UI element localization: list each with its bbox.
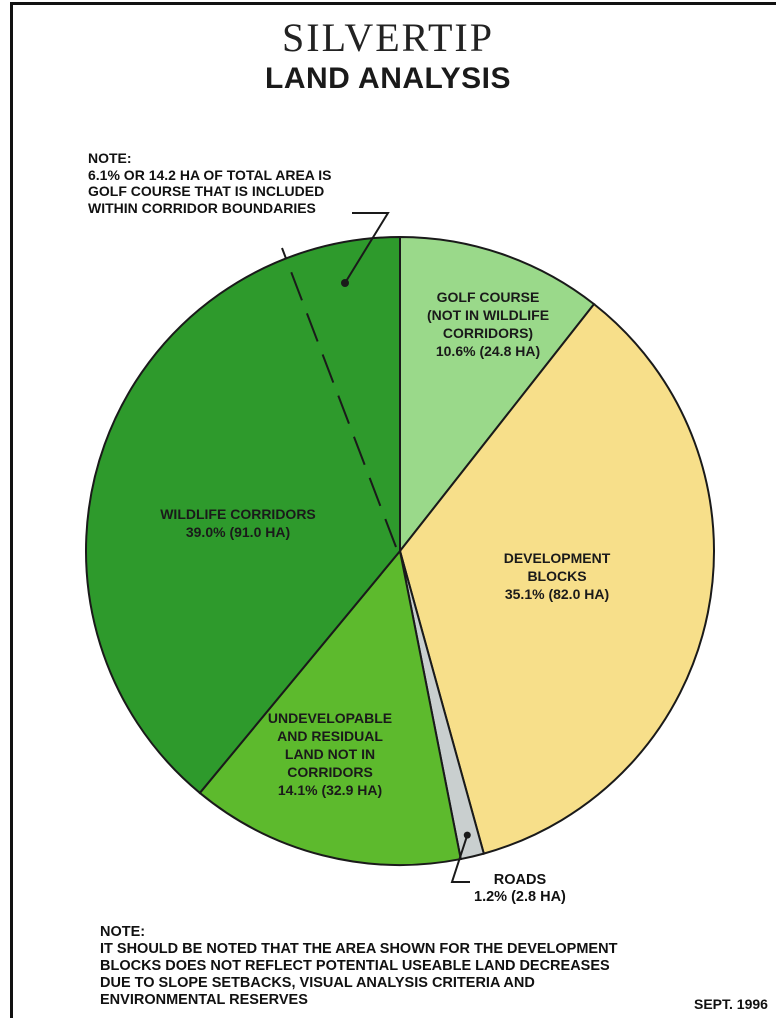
slice-label-wildlife-corridors: WILDLIFE CORRIDORS 39.0% (91.0 HA) <box>160 506 316 540</box>
page-title: LAND ANALYSIS <box>265 62 511 95</box>
brand-logo: SILVERTIP <box>282 15 494 60</box>
slice-development-blocks <box>398 302 715 855</box>
golf-overlap-boundary-line <box>281 247 397 548</box>
slice-label-development-blocks: DEVELOPMENT BLOCKS 35.1% (82.0 HA) <box>504 550 611 602</box>
frame-left-border <box>10 2 13 1018</box>
slice-label-roads: ROADS 1.2% (2.8 HA) <box>474 872 566 905</box>
slice-label-golf-course: GOLF COURSE (NOT IN WILDLIFE CORRIDORS) 10.… <box>427 289 549 359</box>
slice-label-undevelopable-land: UNDEVELOPABLE AND RESIDUAL LAND NOT IN CORR… <box>268 710 392 798</box>
slice-undevelopable-land <box>198 548 462 866</box>
note-leader-line <box>344 212 390 284</box>
slice-wildlife-corridors <box>85 235 401 795</box>
note-development-blocks: NOTE: IT SHOULD BE NOTED THAT THE AREA S… <box>100 924 618 1008</box>
roads-leader-line <box>450 834 470 883</box>
date-label: SEPT. 1996 <box>694 996 768 1012</box>
frame-top-border <box>10 2 776 5</box>
note-leader-dot <box>341 279 349 287</box>
note-golf-in-corridors: NOTE: 6.1% OR 14.2 HA OF TOTAL AREA IS G… <box>88 150 332 216</box>
slice-golf-course <box>399 235 596 554</box>
roads-leader-dot <box>463 831 471 839</box>
